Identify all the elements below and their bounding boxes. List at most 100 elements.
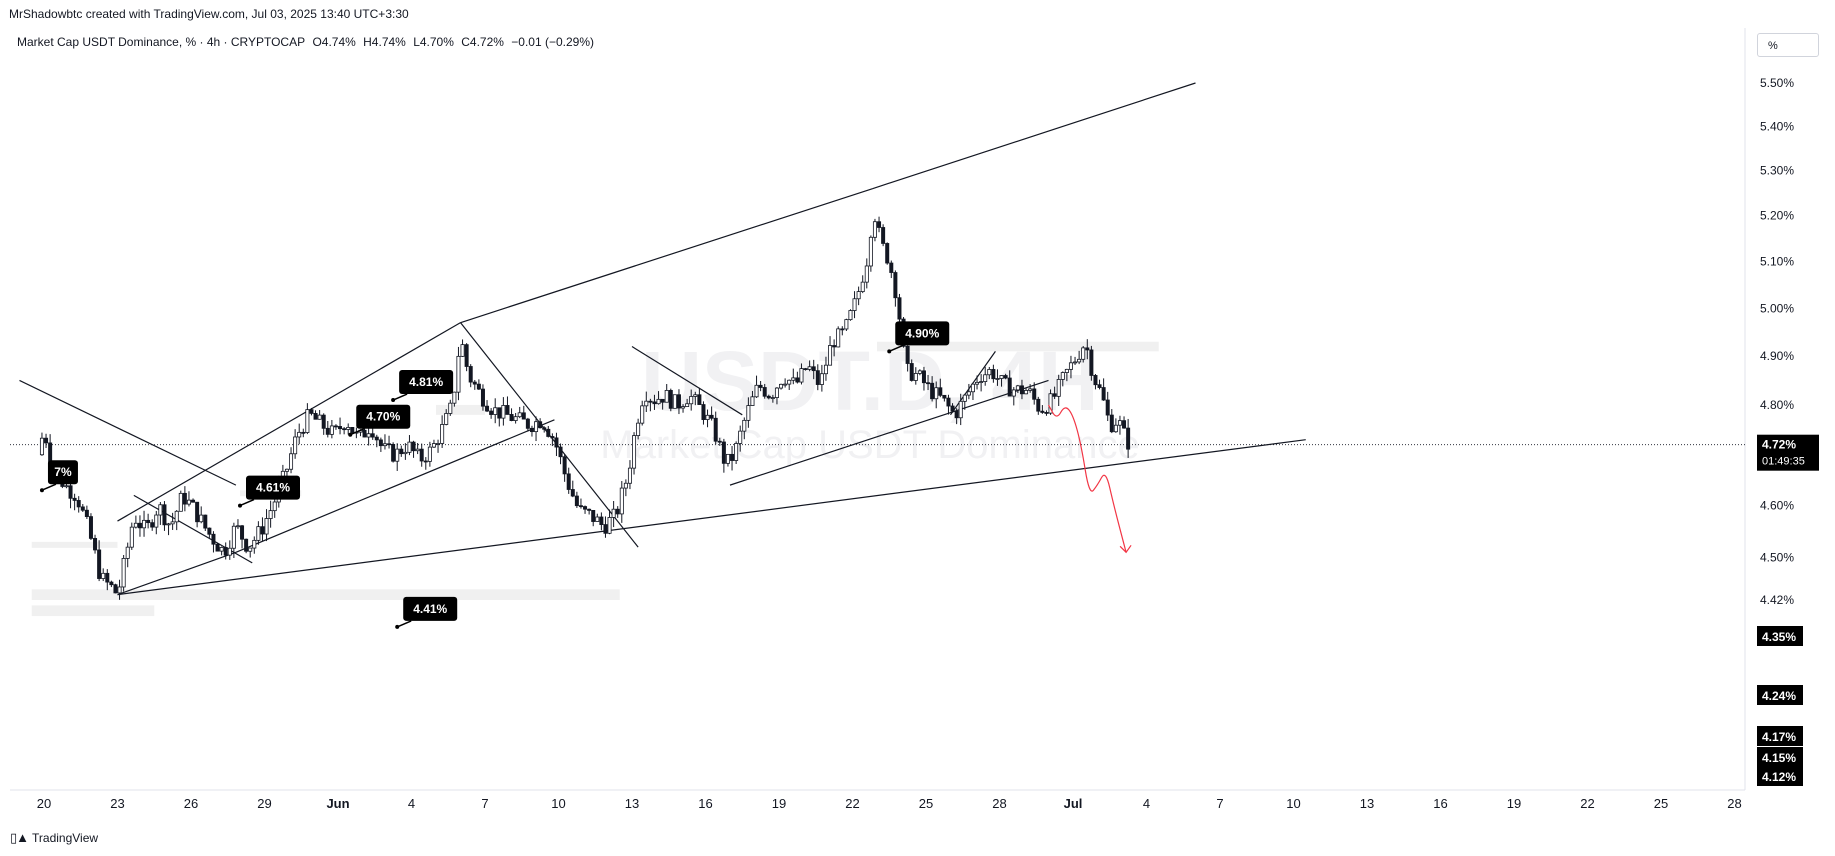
candle[interactable] [525, 417, 530, 432]
candle[interactable] [72, 493, 77, 511]
candle[interactable] [864, 258, 869, 289]
candle[interactable] [431, 439, 436, 448]
candle[interactable] [240, 524, 245, 549]
candle[interactable] [252, 536, 257, 554]
candle[interactable] [1089, 345, 1094, 381]
candle[interactable] [738, 425, 743, 452]
candle[interactable] [1068, 355, 1073, 379]
candle[interactable] [93, 534, 98, 554]
candle[interactable] [317, 410, 322, 420]
candle[interactable] [570, 480, 575, 498]
candle[interactable] [186, 491, 191, 507]
candle[interactable] [860, 275, 865, 294]
candle[interactable] [1122, 416, 1127, 429]
candle[interactable] [730, 446, 735, 471]
candle[interactable] [607, 509, 612, 535]
candle[interactable] [807, 360, 812, 372]
candle[interactable] [644, 391, 649, 412]
candle[interactable] [595, 513, 600, 522]
candle[interactable] [39, 432, 44, 456]
candle[interactable] [1060, 371, 1065, 387]
candle[interactable] [1113, 418, 1118, 433]
candle[interactable] [1007, 370, 1012, 397]
candle[interactable] [848, 309, 853, 321]
candle[interactable] [468, 364, 473, 388]
candle[interactable] [191, 498, 196, 503]
price-badge[interactable]: 4.24% [1757, 685, 1803, 705]
price-badge[interactable]: 4.12% [1757, 766, 1803, 786]
candle[interactable] [182, 486, 187, 512]
candle[interactable] [211, 531, 216, 553]
candle[interactable] [578, 498, 583, 509]
candle[interactable] [681, 404, 686, 413]
candle[interactable] [611, 501, 616, 528]
candle[interactable] [591, 510, 596, 527]
candle[interactable] [534, 416, 539, 442]
price-zone[interactable] [31, 541, 118, 548]
candle[interactable] [1093, 373, 1098, 390]
candle[interactable] [460, 339, 465, 357]
candle[interactable] [709, 406, 714, 421]
candle[interactable] [231, 522, 236, 559]
candle[interactable] [1085, 339, 1090, 360]
candle[interactable] [1101, 378, 1106, 401]
candle[interactable] [1052, 386, 1057, 400]
candle[interactable] [558, 443, 563, 465]
candle[interactable] [1081, 345, 1086, 363]
candle[interactable] [325, 420, 330, 438]
trendline[interactable] [117, 322, 461, 522]
candle[interactable] [1044, 410, 1049, 416]
candle[interactable] [440, 415, 445, 448]
price-callout[interactable]: 4.81% [391, 370, 454, 403]
candle[interactable] [938, 378, 943, 398]
candle[interactable] [664, 384, 669, 403]
candle[interactable] [676, 389, 681, 415]
candle[interactable] [554, 432, 559, 457]
candle[interactable] [701, 401, 706, 425]
trendline[interactable] [872, 82, 1196, 190]
trendline[interactable] [729, 379, 1049, 486]
candle[interactable] [734, 441, 739, 465]
candle[interactable] [158, 502, 163, 525]
candle[interactable] [705, 409, 710, 428]
candle[interactable] [1036, 396, 1041, 415]
candle[interactable] [746, 397, 751, 428]
candle[interactable] [636, 418, 641, 440]
candle[interactable] [391, 442, 396, 463]
candle[interactable] [1048, 389, 1053, 415]
candle[interactable] [1105, 391, 1110, 422]
candle[interactable] [930, 376, 935, 402]
candle[interactable] [301, 428, 306, 438]
candle[interactable] [76, 496, 81, 513]
candle[interactable] [44, 433, 49, 448]
candle[interactable] [154, 510, 159, 535]
candle[interactable] [917, 369, 922, 376]
price-callout[interactable]: 4.70% [348, 404, 411, 437]
candle[interactable] [517, 406, 522, 419]
candle[interactable] [399, 445, 404, 457]
candle[interactable] [150, 519, 155, 531]
candle[interactable] [338, 417, 343, 435]
candle[interactable] [272, 496, 277, 518]
trendline[interactable] [631, 346, 743, 416]
price-badge[interactable]: 4.15% [1757, 747, 1803, 767]
candle[interactable] [342, 427, 347, 435]
candle[interactable] [88, 513, 93, 540]
candle[interactable] [970, 382, 975, 401]
candle[interactable] [721, 438, 726, 473]
candle[interactable] [1003, 373, 1008, 380]
candle[interactable] [129, 522, 134, 550]
candle[interactable] [436, 439, 441, 453]
candle[interactable] [485, 400, 490, 413]
candle[interactable] [121, 554, 126, 592]
candle[interactable] [248, 547, 253, 558]
price-badge[interactable]: 4.17% [1757, 726, 1803, 746]
candle[interactable] [387, 435, 392, 449]
candle[interactable] [836, 326, 841, 348]
candle[interactable] [926, 374, 931, 391]
candle[interactable] [844, 318, 849, 332]
candle[interactable] [950, 403, 955, 413]
candle[interactable] [623, 479, 628, 497]
candle[interactable] [309, 407, 314, 416]
